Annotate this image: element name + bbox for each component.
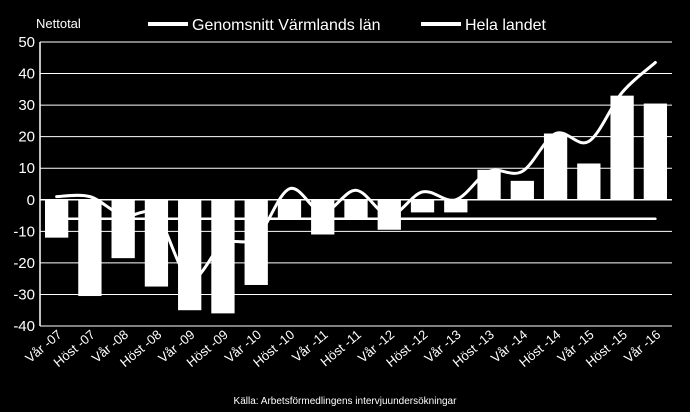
y-tick-label: 10 — [18, 160, 35, 177]
bar-series — [44, 95, 668, 314]
y-tick-label: 0 — [27, 192, 35, 209]
legend: Genomsnitt Värmlands län Hela landet — [148, 17, 547, 34]
bar-13 — [444, 199, 468, 213]
bar-3 — [111, 199, 135, 259]
line-series — [55, 61, 657, 281]
y-tick-label: 50 — [18, 34, 35, 51]
bar-7 — [244, 199, 268, 285]
bar-5 — [178, 199, 202, 311]
y-tick-label: -30 — [13, 286, 35, 303]
bar-16 — [543, 133, 568, 200]
bar-14 — [477, 169, 501, 200]
y-tick-label: -10 — [13, 223, 35, 240]
y-axis-label: Nettotal — [36, 16, 81, 31]
y-tick-label: 30 — [18, 97, 35, 114]
bar-12 — [410, 199, 435, 213]
legend-label-series-1: Genomsnitt Värmlands län — [192, 17, 381, 34]
bar-10 — [344, 199, 368, 219]
y-tick-label: -20 — [13, 255, 35, 272]
y-tick-label: 20 — [18, 129, 35, 146]
bar-9 — [311, 199, 335, 235]
bar-19 — [643, 103, 668, 200]
y-tick-label: 40 — [18, 66, 35, 83]
y-tick-labels: -40 -30 -20 -10 0 10 20 30 40 50 — [13, 34, 35, 335]
bar-15 — [510, 180, 534, 200]
bar-8 — [277, 199, 302, 219]
y-tick-label: -40 — [13, 318, 35, 335]
legend-label-series-2: Hela landet — [465, 17, 547, 34]
bar-2 — [78, 199, 102, 297]
bar-6 — [211, 199, 235, 314]
bar-17 — [577, 163, 601, 200]
source-note: Källa: Arbetsförmedlingens intervjuunder… — [234, 396, 458, 407]
bar-18 — [610, 95, 634, 200]
line-hela-landet — [55, 61, 657, 281]
axes — [39, 42, 672, 326]
